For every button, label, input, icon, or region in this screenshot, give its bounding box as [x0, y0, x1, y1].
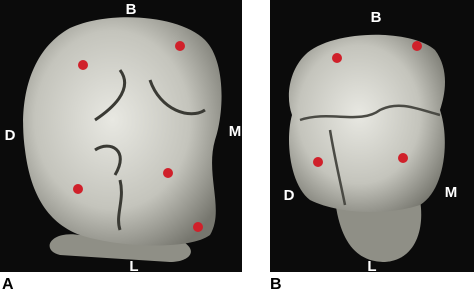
direction-label: M	[229, 123, 242, 140]
root	[335, 200, 422, 262]
tooth-a	[23, 17, 222, 246]
direction-label: M	[445, 184, 458, 201]
direction-label: B	[126, 1, 137, 18]
markers	[73, 41, 203, 232]
markers	[313, 41, 422, 167]
tooth-b	[288, 34, 445, 212]
panel-label: A	[2, 276, 14, 293]
panel-label: B	[270, 276, 282, 293]
fissures	[94, 69, 206, 231]
direction-label: D	[284, 187, 295, 204]
direction-label: B	[371, 9, 382, 26]
direction-label: L	[129, 258, 138, 275]
direction-label: L	[367, 258, 376, 275]
direction-label: D	[5, 127, 16, 144]
fissures	[299, 104, 441, 206]
